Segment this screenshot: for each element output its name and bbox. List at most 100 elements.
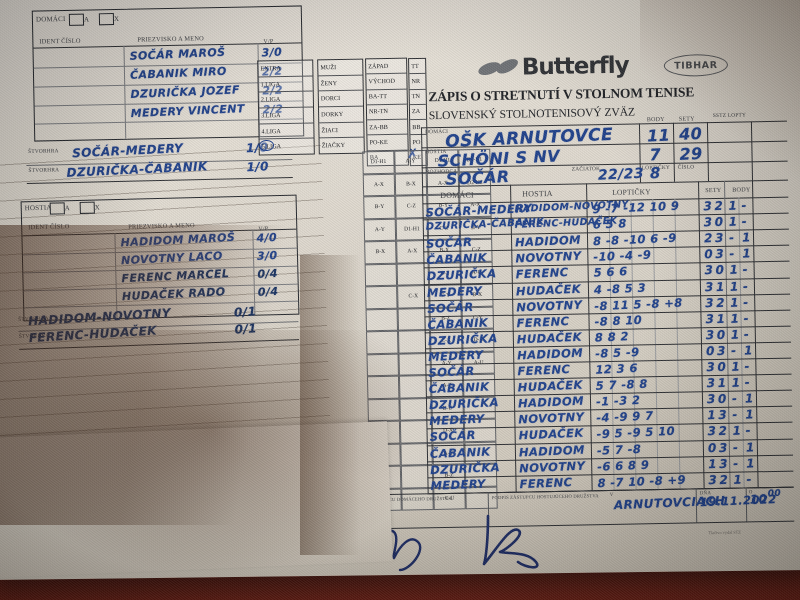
row-points-home: 1 bbox=[731, 375, 741, 390]
row-away-player: HUDAČEK bbox=[517, 377, 584, 395]
row-points-home: 1 bbox=[729, 278, 739, 294]
region-option-3[interactable]: NR-TN bbox=[366, 104, 408, 121]
away-player-1-name: HADIDOM MAROŠ bbox=[120, 230, 236, 250]
region-option-2[interactable]: BA-TT bbox=[366, 89, 407, 106]
row-sets-home: 3 bbox=[707, 424, 717, 439]
matrix-cell: B-Y bbox=[363, 195, 396, 219]
document-subtitle: SLOVENSKÝ STOLNOTENISOVÝ ZVÄZ bbox=[428, 105, 636, 123]
row-sets-home: 3 bbox=[705, 327, 715, 343]
matrix-cell: A-Y bbox=[363, 218, 397, 242]
region-option-5[interactable]: PO-KE bbox=[367, 135, 408, 152]
row-home-player: MEDERY bbox=[426, 283, 483, 300]
category-option-5[interactable]: ŽIAČKY bbox=[319, 137, 364, 154]
result-table: Butterfly TIBHAR ZÁPIS O STRETNUTÍ V STO… bbox=[231, 49, 795, 535]
row-home-player: MEDERY bbox=[429, 411, 485, 429]
away-representative-signature bbox=[482, 514, 539, 569]
row-away-player: HUDAČEK bbox=[516, 329, 583, 347]
category-option-0[interactable]: MUŽI bbox=[318, 59, 363, 77]
category-option-1[interactable]: ŽENY bbox=[318, 75, 363, 92]
row-away-player: NOVOTNY bbox=[515, 297, 583, 315]
away-check-a-box[interactable] bbox=[49, 202, 65, 215]
row-sets-home: 3 bbox=[706, 392, 717, 407]
away-double-2-vp: 0/1 bbox=[234, 321, 258, 337]
home-section-label: DOMÁCI bbox=[35, 14, 66, 24]
row-ball-scores: 5 7 -8 8 bbox=[595, 376, 648, 393]
row-ball-scores: -8 5 -9 bbox=[594, 344, 640, 361]
row-points-home: 1 bbox=[733, 472, 743, 487]
region-option-1[interactable]: VÝCHOD bbox=[366, 73, 407, 90]
row-away-player: FERENC bbox=[519, 474, 573, 491]
category-option-4[interactable]: ŽIACI bbox=[319, 122, 364, 139]
row-points-away: - bbox=[744, 375, 751, 390]
row-points-away: - bbox=[743, 327, 750, 342]
row-points-home: 1 bbox=[730, 311, 740, 326]
row-home-player: SOČÁR bbox=[428, 363, 475, 380]
row-away-player: FERENC bbox=[516, 313, 570, 330]
row-points-away: - bbox=[743, 311, 750, 326]
row-points-home: 1 bbox=[730, 327, 740, 342]
row-sets-away: 0 bbox=[716, 327, 726, 342]
home-check-a-box[interactable] bbox=[68, 13, 85, 26]
row-sets-home: 3 bbox=[704, 263, 714, 278]
row-sets-away: 3 bbox=[715, 247, 725, 262]
region-option-0[interactable]: ZÁPAD bbox=[366, 58, 407, 75]
league-option-4[interactable]: 4.LIGA bbox=[259, 123, 314, 140]
row-points-away: 1 bbox=[745, 455, 756, 471]
league-option-1[interactable]: 1.LIGA bbox=[258, 76, 313, 93]
row-home-player: MEDERY bbox=[427, 347, 484, 364]
row-sets-home: 3 bbox=[704, 295, 715, 310]
row-home-player: DZURIČKA bbox=[426, 266, 497, 284]
row-home-player: ČABANIK bbox=[429, 443, 491, 461]
start-time-value: 22/23 bbox=[597, 165, 645, 184]
category-option-2[interactable]: DORCI bbox=[318, 90, 364, 108]
category-option-3[interactable]: DORKY bbox=[319, 106, 364, 124]
row-ball-scores: 8 -7 10 -8 +9 bbox=[597, 472, 687, 490]
time-hour-value: 10 bbox=[749, 491, 768, 507]
col-hostia-label: HOSTIA bbox=[522, 188, 553, 199]
away-check-x-box[interactable] bbox=[79, 201, 95, 214]
referee-value: SOČÁR bbox=[445, 167, 510, 189]
away-registration-block: HOSTIA A X IDENT ČÍSLO PRIEZVISKO A MENO… bbox=[20, 194, 300, 322]
league-option-2[interactable]: 2.LIGA bbox=[258, 91, 314, 109]
row-away-player: NOVOTNY bbox=[518, 458, 586, 476]
home-check-x-box[interactable] bbox=[98, 13, 115, 26]
league-option-0[interactable]: EXTRA bbox=[258, 60, 313, 78]
row-points-home: 1 bbox=[731, 359, 741, 374]
league-option-3[interactable]: 3.LIGA bbox=[259, 107, 314, 125]
row-away-player: HUDAČEK bbox=[518, 426, 584, 443]
row-sets-away: 0 bbox=[717, 391, 728, 407]
row-sets-home: 3 bbox=[706, 376, 716, 391]
away-double-1-vp: 0/1 bbox=[233, 304, 257, 320]
ball-number-label: ČÍSLO bbox=[677, 164, 695, 171]
away-col-ident: IDENT ČÍSLO bbox=[28, 223, 70, 232]
row-points-away: - bbox=[742, 278, 749, 294]
row-sets-away: 3 bbox=[718, 408, 728, 423]
row-points-away: - bbox=[742, 294, 749, 310]
row-sets-away: 3 bbox=[718, 440, 728, 455]
row-away-player: HADIDOM bbox=[514, 232, 582, 250]
row-away-player: NOVOTNY bbox=[515, 248, 582, 266]
row-ball-scores: -8 8 10 bbox=[594, 312, 643, 329]
home-check-x-label: X bbox=[113, 14, 120, 24]
region-option-4[interactable]: ZA-BB bbox=[367, 119, 408, 136]
row-sets-home: 1 bbox=[707, 456, 718, 471]
row-home-player: DZURIČKA bbox=[427, 330, 498, 348]
row-ball-scores: 8 -8 -10 6 -9 bbox=[592, 230, 677, 249]
category-picker[interactable]: MUŽI ŽENY DORCI DORKY ŽIACI ŽIAČKY bbox=[317, 58, 365, 155]
row-home-player: DZURIČKA bbox=[429, 459, 501, 477]
row-sets-away: 2 bbox=[718, 424, 728, 439]
matrix-cell bbox=[367, 398, 400, 422]
butterfly-wordmark: Butterfly bbox=[521, 52, 629, 81]
row-sets-home: 0 bbox=[707, 440, 717, 455]
row-ball-scores: -1 -3 2 bbox=[595, 393, 641, 409]
butterfly-wing-right-icon bbox=[494, 56, 521, 77]
folded-paper-edge bbox=[0, 421, 393, 579]
home-double-2-vp: 1/0 bbox=[246, 159, 270, 175]
matrix-cell bbox=[364, 263, 398, 287]
home-player-1-name: SOČÁR MAROŠ bbox=[129, 45, 226, 63]
row-home-player: MEDERY bbox=[430, 476, 487, 493]
document-title: ZÁPIS O STRETNUTÍ V STOLNOM TENISE bbox=[428, 84, 695, 105]
row-sets-away: 1 bbox=[715, 279, 725, 294]
row-ball-scores: -4 -9 9 7 bbox=[596, 408, 654, 426]
